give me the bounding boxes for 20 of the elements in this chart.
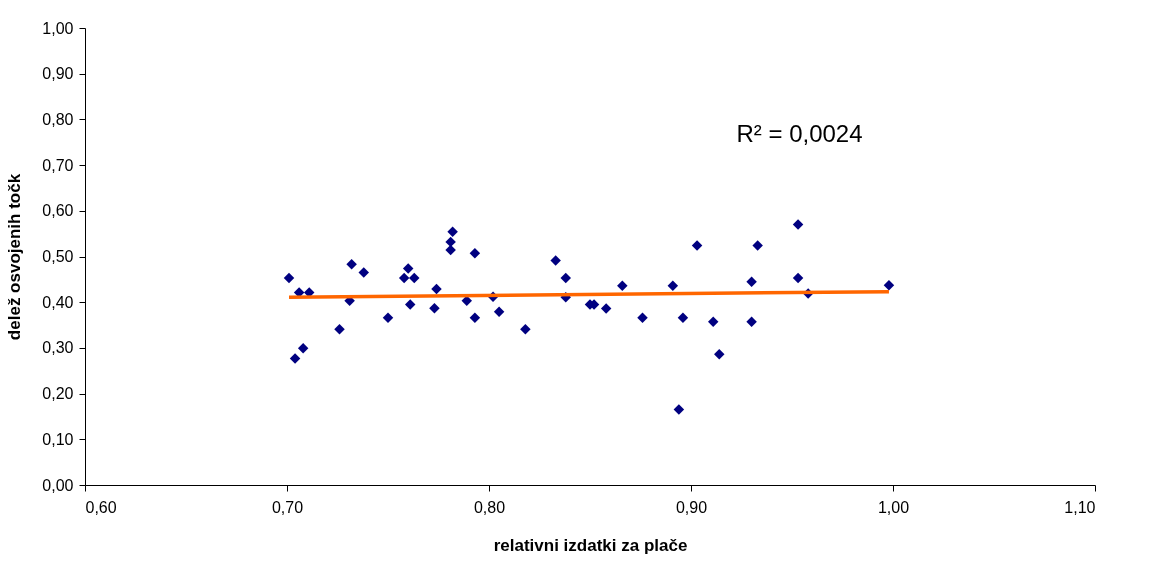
x-tick-label: 0,70 — [271, 498, 304, 516]
x-tick-label: 0,90 — [675, 498, 708, 516]
y-tick-label: 0,60 — [42, 202, 74, 220]
y-tick-label: 0,40 — [42, 293, 74, 311]
x-tick-label: 1,00 — [877, 498, 910, 516]
x-axis-title: relativni izdatki za plače — [493, 535, 688, 555]
y-axis-title: delež osvojenih točk — [5, 173, 25, 341]
y-tick-label: 0,20 — [42, 385, 74, 403]
y-tick-label: 0,70 — [42, 156, 74, 174]
x-tick-label: 0,60 — [85, 498, 117, 516]
x-tick-label: 1,10 — [1064, 498, 1096, 516]
y-tick-label: 0,90 — [42, 65, 74, 83]
y-tick-label: 0,00 — [42, 476, 74, 494]
y-tick-label: 0,80 — [42, 110, 74, 128]
y-tick-label: 1,00 — [42, 19, 74, 37]
annotation: R² = 0,0024 — [736, 120, 863, 148]
y-tick-label: 0,10 — [42, 430, 74, 448]
x-tick-label: 0,80 — [473, 498, 506, 516]
y-tick-label: 0,30 — [42, 339, 74, 357]
y-tick-label: 0,50 — [42, 248, 74, 265]
